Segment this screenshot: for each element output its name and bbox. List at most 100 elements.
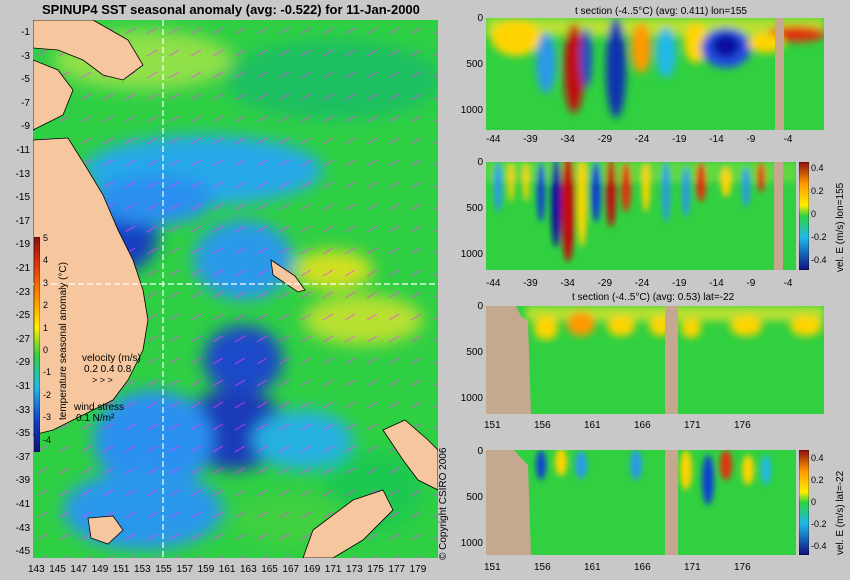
map-colorbar-label: temperature seasonal anomaly (°C) — [58, 262, 69, 420]
colorbar-tick-label: -3 — [43, 412, 52, 423]
lat-tick-label: -27 — [15, 333, 30, 345]
lon-tick-label: 155 — [155, 564, 172, 575]
lon-tick-label: 145 — [49, 564, 66, 575]
panel2-velocity-section — [486, 162, 796, 270]
tasmania-land — [87, 515, 124, 545]
x-tick-label: -29 — [597, 134, 613, 145]
lat-tick-label: -13 — [15, 168, 30, 180]
colorbar-tick-label: -0.4 — [811, 255, 827, 265]
lat-tick-label: -15 — [15, 192, 30, 204]
x-tick-label: 161 — [584, 562, 601, 573]
x-tick-label: -19 — [672, 134, 687, 145]
lat-tick-label: -43 — [15, 522, 30, 534]
y-tick-label: 500 — [466, 492, 483, 503]
lat-tick-label: -23 — [15, 286, 30, 298]
panel4-colorbar-label: vel. E (m/s) lat=-22 — [835, 470, 846, 555]
lon-tick-label: 177 — [388, 564, 406, 575]
x-tick-label: -39 — [523, 278, 538, 289]
lat-tick-label: -31 — [15, 381, 30, 392]
lon-tick-label: 149 — [91, 564, 109, 575]
x-tick-label: -44 — [486, 278, 501, 289]
png-land — [33, 20, 144, 81]
lon-tick-label: 171 — [324, 564, 342, 575]
colorbar-tick-label: 0.4 — [811, 163, 824, 173]
colorbar-tick-label: 0 — [43, 345, 49, 355]
x-tick-label: -24 — [634, 134, 650, 145]
x-tick-label: 176 — [734, 420, 751, 431]
australia-land — [33, 59, 149, 436]
y-tick-label: 1000 — [460, 393, 483, 404]
lat-tick-label: -41 — [15, 499, 30, 510]
lon-tick-label: 159 — [197, 564, 215, 575]
lat-tick-label: -39 — [15, 475, 30, 487]
lon-tick-label: 169 — [303, 564, 321, 575]
lat-tick-label: -45 — [15, 546, 30, 558]
sst-anomaly-map — [33, 20, 438, 558]
colorbar-tick-label: 0.4 — [811, 453, 824, 463]
colorbar-tick-label: -0.4 — [811, 541, 827, 551]
lon-tick-label: 143 — [28, 564, 45, 575]
colorbar-tick-label: 3 — [43, 277, 49, 288]
lat-tick-label: -3 — [21, 50, 30, 62]
colorbar-tick-label: -0.2 — [811, 232, 827, 242]
y-tick-label: 0 — [477, 446, 483, 457]
lat-tick-label: -7 — [21, 97, 30, 109]
panel1-title: t section (-4..5°C) (avg: 0.411) lon=155 — [575, 6, 747, 17]
x-tick-label: -4 — [783, 134, 793, 145]
map-title: SPINUP4 SST seasonal anomaly (avg: -0.52… — [42, 2, 420, 17]
y-tick-label: 0 — [477, 157, 483, 168]
y-tick-label: 500 — [466, 59, 483, 70]
x-tick-label: 151 — [484, 562, 501, 573]
x-tick-label: 176 — [734, 562, 751, 573]
velocity-legend: velocity (m/s) 0.2 0.4 0.8 ˃ ˃ ˃ — [82, 353, 141, 385]
wind-legend-label: wind stress — [74, 402, 125, 413]
colorbar-tick-label: -0.2 — [811, 519, 827, 529]
x-tick-label: -34 — [560, 134, 575, 145]
lon-tick-label: 163 — [240, 564, 257, 575]
lat-tick-label: -9 — [21, 121, 30, 133]
colorbar-tick-label: 0.2 — [811, 186, 824, 196]
x-tick-label: 156 — [534, 420, 551, 431]
x-tick-label: -29 — [597, 278, 613, 289]
x-tick-label: 171 — [684, 562, 701, 573]
x-tick-label: 161 — [584, 420, 601, 431]
colorbar-tick-label: -2 — [43, 389, 52, 400]
new-zealand-land — [302, 419, 438, 558]
colorbar-tick-label: 4 — [43, 255, 49, 266]
lon-tick-label: 179 — [409, 564, 427, 575]
colorbar-tick-label: 5 — [43, 233, 49, 243]
lat-tick-label: -11 — [16, 145, 30, 156]
y-tick-label: 0 — [477, 13, 483, 24]
colorbar-tick-label: -4 — [43, 434, 52, 445]
y-tick-label: 500 — [466, 203, 483, 214]
lat-tick-label: -19 — [15, 239, 30, 251]
velocity-legend-scale: 0.2 0.4 0.8 — [84, 364, 132, 375]
x-tick-label: -39 — [523, 134, 538, 145]
lat-tick-label: -17 — [15, 215, 30, 227]
panel4-colorbar — [799, 450, 809, 555]
lat-tick-label: -21 — [15, 263, 30, 274]
velocity-arrow-icon: ˃ ˃ ˃ — [92, 375, 113, 385]
y-tick-label: 1000 — [460, 538, 483, 549]
y-tick-label: 1000 — [460, 105, 483, 116]
lat-tick-label: -35 — [15, 428, 30, 440]
x-tick-label: -9 — [746, 278, 756, 289]
x-tick-label: 156 — [534, 562, 551, 573]
colorbar-tick-label: 0.2 — [811, 475, 824, 485]
panel2-colorbar-label: vel. E (m/s) lon=155 — [835, 182, 846, 272]
colorbar-tick-label: 1 — [43, 322, 49, 333]
lat-tick-label: -37 — [15, 451, 30, 463]
panel3-temperature-section — [486, 306, 824, 414]
copyright-text: © Copyright CSIRO 2006 — [438, 447, 449, 560]
x-tick-label: -19 — [672, 278, 687, 289]
lon-tick-label: 165 — [261, 564, 278, 575]
panel4-velocity-section — [486, 450, 796, 555]
colorbar-tick-label: 2 — [43, 300, 49, 311]
lon-tick-label: 175 — [367, 564, 384, 575]
panel3-title: t section (-4..5°C) (avg: 0.53) lat=-22 — [572, 292, 735, 303]
colorbar-tick-label: 0 — [811, 209, 817, 219]
colorbar-tick-label: 0 — [811, 497, 817, 507]
x-tick-label: -4 — [783, 278, 793, 289]
x-tick-label: 171 — [684, 420, 701, 431]
panel2-colorbar — [799, 162, 809, 270]
